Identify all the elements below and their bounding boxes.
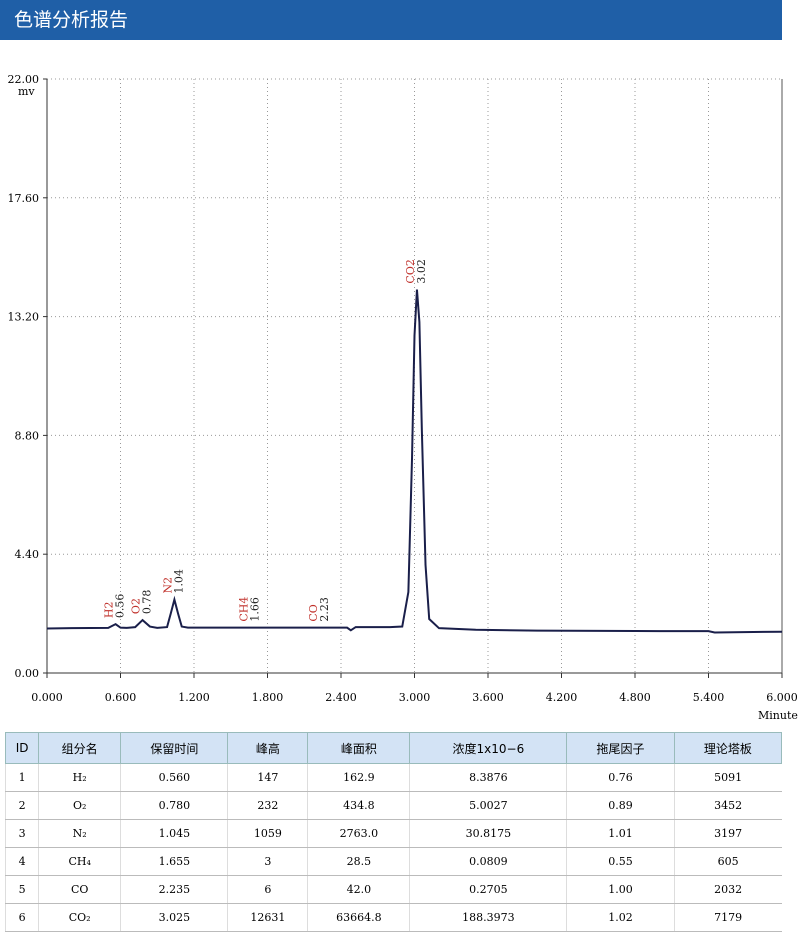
x-axis-label: Minute xyxy=(758,709,798,722)
x-tick-label: 1.200 xyxy=(178,691,210,704)
y-tick-label: 8.80 xyxy=(15,429,40,442)
peak-name: H2 xyxy=(103,602,116,619)
table-cell: 7179 xyxy=(673,903,782,932)
table-cell: 5091 xyxy=(673,763,782,792)
table-cell: 3452 xyxy=(673,791,782,820)
table-cell: 1.02 xyxy=(566,903,675,932)
column-header: 峰面积 xyxy=(307,732,411,764)
y-unit: mv xyxy=(18,85,35,98)
table-cell: 2032 xyxy=(673,875,782,904)
x-tick-label: 6.000 xyxy=(766,691,798,704)
peak-time: 3.02 xyxy=(415,259,428,284)
column-header: 组分名 xyxy=(38,732,122,764)
table-cell: 6 xyxy=(4,903,39,932)
y-tick-label: 4.40 xyxy=(15,548,40,561)
table-cell: 4 xyxy=(4,847,39,876)
table-cell: 2 xyxy=(4,791,39,820)
table-cell: 0.560 xyxy=(120,763,228,792)
table-cell: 0.55 xyxy=(566,847,675,876)
table-row: 2 O₂ 0.780 232 434.8 5.0027 0.89 3452 xyxy=(4,791,782,820)
table-cell: H₂ xyxy=(38,763,121,792)
table-row: 3 N₂ 1.045 1059 2763.0 30.8175 1.01 3197 xyxy=(4,819,782,848)
x-tick-label: 0.600 xyxy=(105,691,137,704)
table-row: 1 H₂ 0.560 147 162.9 8.3876 0.76 5091 xyxy=(4,763,782,792)
peak-time: 0.56 xyxy=(114,594,127,619)
table-cell: CO₂ xyxy=(38,903,121,932)
table-cell: 188.3973 xyxy=(409,903,567,932)
table-cell: 0.89 xyxy=(566,791,675,820)
table-cell: 0.0809 xyxy=(409,847,567,876)
table-cell: 2.235 xyxy=(120,875,228,904)
table-cell: 434.8 xyxy=(307,791,410,820)
x-tick-label: 3.600 xyxy=(472,691,504,704)
peak-time: 1.04 xyxy=(172,569,185,594)
column-header: 拖尾因子 xyxy=(566,732,675,764)
peak-time: 2.23 xyxy=(318,597,331,622)
table-cell: N₂ xyxy=(38,819,121,848)
table-cell: 5 xyxy=(4,875,39,904)
y-tick-label: 17.60 xyxy=(8,192,40,205)
table-cell: 1.00 xyxy=(566,875,675,904)
table-cell: 1059 xyxy=(227,819,308,848)
table-cell: 3 xyxy=(4,819,39,848)
table-cell: O₂ xyxy=(38,791,121,820)
table-cell: 605 xyxy=(673,847,782,876)
table-row: 5 CO 2.235 6 42.0 0.2705 1.00 2032 xyxy=(4,875,782,904)
table-cell: CO xyxy=(38,875,121,904)
peak-time: 1.66 xyxy=(248,597,261,622)
table-cell: 42.0 xyxy=(307,875,410,904)
peak-time: 0.78 xyxy=(141,590,154,615)
table-cell: CH₄ xyxy=(38,847,121,876)
page-title: 色谱分析报告 xyxy=(0,0,782,40)
peak-name: N2 xyxy=(161,577,174,594)
column-header: 保留时间 xyxy=(120,732,229,764)
table-cell: 30.8175 xyxy=(409,819,567,848)
x-tick-label: 3.000 xyxy=(399,691,431,704)
table-cell: 0.780 xyxy=(120,791,228,820)
table-cell: 1.01 xyxy=(566,819,675,848)
x-tick-label: 0.000 xyxy=(31,691,63,704)
table-cell: 3197 xyxy=(673,819,782,848)
x-tick-label: 4.800 xyxy=(619,691,651,704)
column-header: 峰高 xyxy=(227,732,309,764)
table-cell: 0.76 xyxy=(566,763,675,792)
table-cell: 147 xyxy=(227,763,308,792)
trace xyxy=(46,289,783,634)
x-tick-label: 4.200 xyxy=(546,691,578,704)
peak-name: CO xyxy=(307,604,320,621)
table-cell: 232 xyxy=(227,791,308,820)
table-cell: 1 xyxy=(4,763,39,792)
table-cell: 1.655 xyxy=(120,847,228,876)
x-tick-label: 5.400 xyxy=(693,691,725,704)
column-header: 理论塔板 xyxy=(673,732,783,764)
table-cell: 12631 xyxy=(227,903,308,932)
column-header: 浓度1x10−6 xyxy=(409,732,568,764)
table-cell: 162.9 xyxy=(307,763,410,792)
table-cell: 3.025 xyxy=(120,903,228,932)
table-cell: 3 xyxy=(227,847,308,876)
peak-name: CH4 xyxy=(237,597,250,622)
chart: 0.00 4.40 8.80 13.20 17.60 22.00 0.000 0.600 1.2… xyxy=(8,73,798,722)
table-cell: 8.3876 xyxy=(409,763,567,792)
table-cell: 28.5 xyxy=(307,847,410,876)
peak-name: O2 xyxy=(130,598,143,614)
table-cell: 0.2705 xyxy=(409,875,567,904)
column-header: ID xyxy=(4,732,40,764)
table-row: 4 CH₄ 1.655 3 28.5 0.0809 0.55 605 xyxy=(4,847,782,876)
y-tick-label: 22.00 xyxy=(8,73,40,86)
table-row: 6 CO₂ 3.025 12631 63664.8 188.3973 1.02 7179 xyxy=(4,903,782,932)
peak-name: CO2 xyxy=(404,259,417,283)
table-cell: 6 xyxy=(227,875,308,904)
table-cell: 1.045 xyxy=(120,819,228,848)
x-tick-label: 1.800 xyxy=(252,691,284,704)
y-tick-label: 13.20 xyxy=(8,311,40,324)
table-cell: 63664.8 xyxy=(307,903,410,932)
y-tick-label: 0.00 xyxy=(15,667,40,680)
result-table: ID 组分名 保留时间 峰高 峰面积 浓度1x10−6 拖尾因子 理论塔板 1 H₂ 0.560 14… xyxy=(4,732,783,932)
table-cell: 5.0027 xyxy=(409,791,567,820)
table-cell: 2763.0 xyxy=(307,819,410,848)
x-tick-label: 2.400 xyxy=(325,691,357,704)
